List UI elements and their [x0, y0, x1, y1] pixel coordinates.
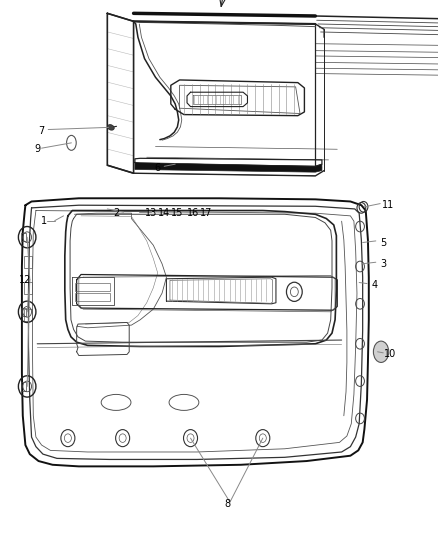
Text: 17: 17: [200, 208, 212, 218]
Polygon shape: [135, 163, 322, 172]
Text: 1: 1: [41, 216, 47, 226]
Text: 10: 10: [384, 350, 396, 359]
Bar: [24, 256, 32, 268]
Ellipse shape: [107, 125, 114, 130]
Text: 13: 13: [145, 208, 157, 218]
Bar: [21, 233, 26, 241]
Text: 3: 3: [380, 259, 386, 269]
Text: 14: 14: [158, 208, 170, 218]
Bar: [75, 293, 110, 302]
Bar: [24, 282, 32, 294]
Text: 16: 16: [187, 208, 199, 218]
Bar: [75, 282, 110, 291]
Text: 4: 4: [371, 280, 378, 290]
Text: 11: 11: [381, 200, 394, 210]
Bar: [24, 309, 32, 321]
Text: 6: 6: [155, 163, 161, 173]
Text: 8: 8: [225, 499, 231, 508]
Text: 12: 12: [19, 275, 32, 285]
Text: 9: 9: [34, 144, 40, 154]
Text: 5: 5: [380, 238, 386, 247]
Ellipse shape: [373, 341, 389, 362]
Bar: [21, 382, 26, 391]
Text: 7: 7: [39, 126, 45, 135]
Text: 2: 2: [113, 208, 119, 218]
Bar: [21, 308, 26, 316]
Text: 15: 15: [171, 208, 184, 218]
